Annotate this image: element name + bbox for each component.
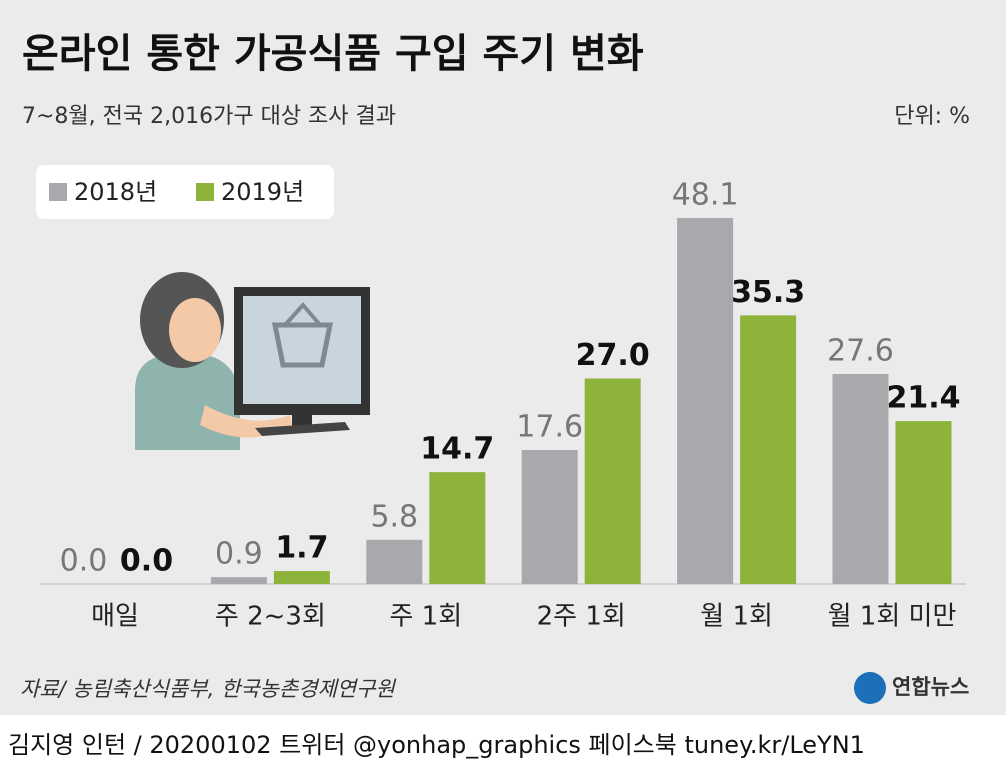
subtitle: 7~8월, 전국 2,016가구 대상 조사 결과 [22,104,396,129]
legend-label: 2018년 [74,178,157,206]
value-label: 0.0 [60,544,108,579]
value-label: 17.6 [516,410,583,445]
value-label: 1.7 [275,531,328,566]
chart-title: 온라인 통한 가공식품 구입 주기 변화 [22,31,644,77]
value-label: 35.3 [731,275,805,310]
x-tick-label: 매일 [91,602,139,632]
credit: 김지영 인턴 / 20200102 트위터 @yonhap_graphics 페… [8,731,865,759]
unit: 단위: % [894,104,970,129]
bar [273,571,330,584]
x-tick-label: 2주 1회 [537,602,626,632]
source: 자료/ 농림축산식품부, 한국농촌경제연구원 [20,677,397,701]
value-label: 5.8 [370,499,418,534]
legend-swatch [196,183,214,201]
illustration [135,272,370,450]
x-tick-label: 월 1회 [700,602,773,632]
x-tick-label: 주 1회 [389,602,462,632]
logo: 연합뉴스 [892,675,969,699]
legend-label: 2019년 [221,178,304,206]
x-tick-label: 주 2~3회 [215,602,326,632]
value-label: 21.4 [886,381,960,416]
value-label: 0.0 [120,544,173,579]
bar [832,373,889,584]
bar [521,450,578,584]
bar [366,539,423,584]
legend-box [36,165,334,219]
value-label: 0.9 [215,537,263,572]
x-tick-label: 월 1회 미만 [828,602,957,632]
credit-band [0,715,1006,775]
bar [740,315,797,584]
value-label: 14.7 [420,432,494,467]
bar [584,378,641,584]
legend-swatch [49,183,67,201]
bar [210,577,267,584]
value-label: 48.1 [672,177,739,212]
bar [429,472,486,584]
value-label: 27.0 [576,338,650,373]
value-label: 27.6 [827,333,894,368]
logo-icon [854,672,886,704]
bar [895,421,952,584]
bar [677,217,734,585]
